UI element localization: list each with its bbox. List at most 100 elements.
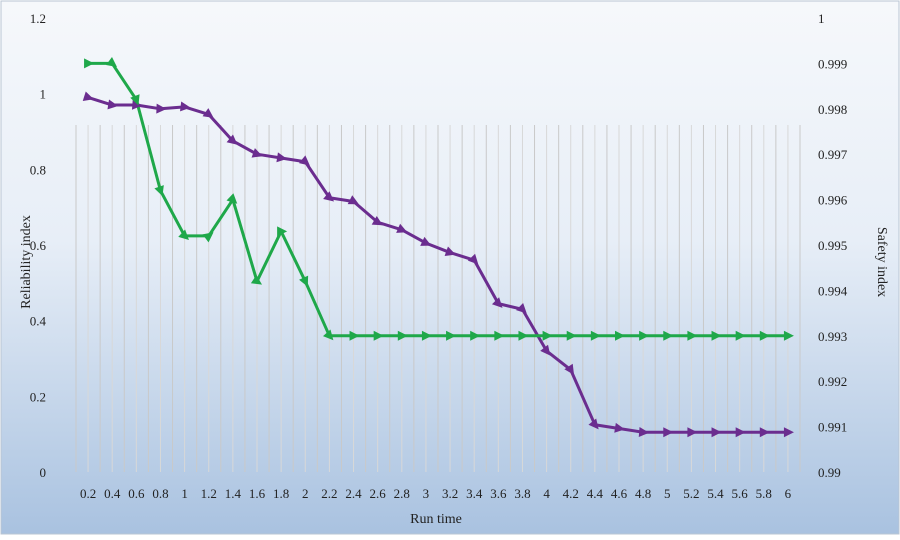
safety-point — [759, 330, 770, 341]
reliability-point — [540, 344, 551, 356]
reliability-point — [783, 427, 794, 438]
x-tick-label: 3.4 — [466, 486, 483, 501]
y-right-tick-label: 0.992 — [818, 374, 847, 389]
reliability-point — [299, 155, 310, 166]
x-tick-label: 3 — [423, 486, 430, 501]
y-right-tick-label: 0.993 — [818, 329, 847, 344]
reliability-point — [759, 427, 770, 438]
safety-point — [202, 232, 214, 243]
reliability-point — [202, 108, 214, 118]
x-tick-label: 5 — [664, 486, 671, 501]
x-tick-label: 5.4 — [707, 486, 724, 501]
reliability-point — [323, 191, 335, 202]
x-axis-title: Run time — [410, 512, 462, 527]
safety-point — [494, 330, 505, 341]
x-tick-label: 3.6 — [490, 486, 507, 501]
reliability-point — [638, 426, 650, 437]
reliability-point — [396, 223, 408, 233]
reliability-point — [226, 134, 238, 145]
safety-point — [421, 330, 432, 341]
x-tick-label: 4.4 — [587, 486, 604, 501]
safety-point — [663, 330, 674, 341]
reliability-point — [467, 253, 479, 265]
reliability-point — [444, 246, 456, 256]
x-tick-label: 5.8 — [756, 486, 772, 501]
x-tick-label: 5.2 — [683, 486, 699, 501]
x-tick-label: 1.2 — [201, 486, 217, 501]
safety-point — [105, 56, 117, 68]
x-tick-label: 1 — [181, 486, 188, 501]
x-tick-label: 4.8 — [635, 486, 651, 501]
reliability-point — [614, 422, 625, 433]
y-right-tick-label: 0.99 — [818, 465, 841, 480]
y-left-tick-label: 0.4 — [30, 314, 47, 329]
safety-point — [130, 94, 140, 106]
safety-point — [178, 229, 189, 241]
x-tick-label: 2 — [302, 486, 309, 501]
reliability-point — [711, 427, 722, 438]
reliability-point — [735, 427, 746, 438]
reliability-point — [347, 195, 359, 205]
safety-point — [277, 226, 288, 237]
reliability-point — [516, 302, 527, 314]
y-right-tick-label: 1 — [818, 11, 825, 26]
safety-point — [470, 330, 481, 341]
safety-point — [783, 330, 794, 341]
reliability-point — [107, 99, 119, 110]
ticks-layer: 0 0.2 0.4 0.6 0.8 1 1.2 0.99 0.991 0.992 0.993 0.99… — [30, 11, 848, 501]
x-tick-label: 0.6 — [128, 486, 145, 501]
safety-point — [639, 330, 650, 341]
safety-point — [590, 330, 601, 341]
reliability-point — [420, 236, 432, 246]
y-right-tick-label: 0.994 — [818, 283, 848, 298]
x-tick-label: 2.6 — [370, 486, 387, 501]
safety-point — [615, 330, 625, 341]
y-left-tick-label: 0.8 — [30, 162, 46, 177]
x-tick-label: 2.4 — [345, 486, 362, 501]
y-right-tick-label: 0.991 — [818, 420, 847, 435]
reliability-point — [588, 418, 599, 430]
reliability-point — [564, 363, 575, 375]
reliability-point — [687, 427, 698, 438]
reliability-point — [663, 427, 674, 438]
safety-point — [566, 330, 577, 341]
x-tick-label: 1.6 — [249, 486, 266, 501]
y-right-tick-label: 0.998 — [818, 102, 847, 117]
x-tick-label: 3.2 — [442, 486, 458, 501]
safety-point — [397, 330, 408, 341]
reliability-point — [180, 101, 191, 112]
x-tick-label: 0.2 — [80, 486, 96, 501]
x-tick-label: 2.2 — [321, 486, 337, 501]
grid-layer — [75, 125, 801, 472]
safety-point — [735, 330, 746, 341]
safety-point — [154, 185, 164, 197]
y-right-tick-label: 0.996 — [818, 193, 848, 208]
y-right-tick-label: 0.997 — [818, 147, 848, 162]
x-tick-label: 4.6 — [611, 486, 628, 501]
y-right-tick-label: 0.995 — [818, 238, 847, 253]
y-axis-right-title: Safety index — [874, 227, 889, 297]
safety-point — [542, 330, 553, 341]
reliability-point — [131, 99, 143, 110]
y-left-tick-label: 1.2 — [30, 11, 46, 26]
reliability-point — [491, 297, 503, 308]
safety-point — [84, 58, 95, 69]
reliability-point — [276, 152, 288, 163]
safety-point — [349, 330, 360, 341]
safety-point — [250, 274, 263, 285]
safety-point — [446, 330, 457, 341]
x-tick-label: 5.6 — [732, 486, 749, 501]
reliability-point — [156, 103, 167, 114]
markers-layer — [82, 56, 794, 438]
x-tick-label: 3.8 — [514, 486, 530, 501]
safety-point — [323, 329, 334, 341]
safety-point — [711, 330, 722, 341]
y-left-tick-label: 0 — [40, 465, 47, 480]
safety-point — [518, 330, 529, 341]
safety-point — [226, 193, 238, 204]
reliability-point — [82, 91, 94, 102]
y-left-tick-label: 0.6 — [30, 238, 47, 253]
reliability-point — [371, 215, 383, 226]
